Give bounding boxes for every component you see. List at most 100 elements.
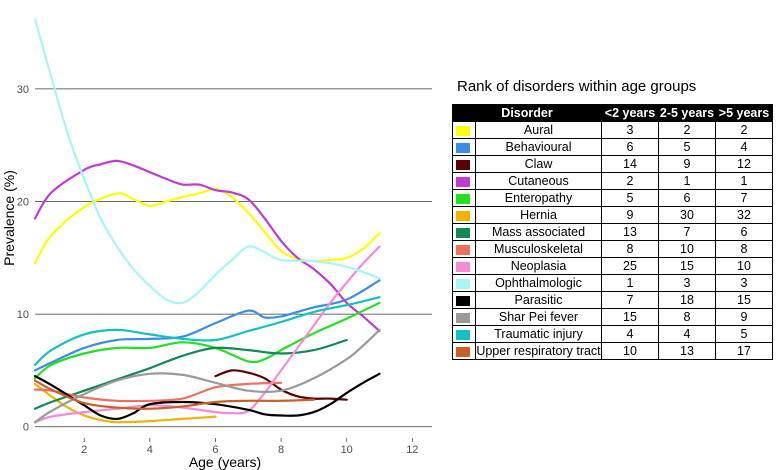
rank-2-5: 8 — [658, 308, 716, 326]
legend-swatch-cell — [452, 138, 476, 156]
series-line-ophthalmologic — [33, 17, 381, 305]
legend-swatch — [456, 312, 470, 323]
prevalence-chart: 0 10 20 30 2 4 6 8 10 12 Prevalence (%) Age (yea… — [1, 17, 432, 470]
series-line-neoplasia — [33, 245, 381, 424]
series-line-aural — [33, 187, 381, 265]
legend-swatch-cell — [452, 274, 476, 292]
legend-swatch — [456, 176, 470, 187]
rank-under-2: 15 — [601, 308, 659, 326]
rank-row: Parasitic 7 18 15 — [452, 291, 773, 309]
legend-swatch-cell — [452, 172, 476, 190]
rank-over-5: 1 — [715, 172, 773, 190]
rank-over-5: 4 — [715, 138, 773, 156]
rank-under-2: 6 — [601, 138, 659, 156]
rank-over-5: 6 — [715, 223, 773, 241]
rank-row: Aural 3 2 2 — [452, 121, 773, 139]
y-tick-label: 20 — [17, 196, 29, 208]
disorder-name: Neoplasia — [475, 257, 602, 275]
disorder-name: Hernia — [475, 206, 602, 224]
rank-2-5: 15 — [658, 257, 716, 275]
disorder-name: Upper respiratory tract — [475, 342, 602, 360]
disorder-name: Aural — [475, 121, 602, 139]
rank-2-5: 7 — [658, 223, 716, 241]
rank-2-5: 3 — [658, 274, 716, 292]
rank-row: Enteropathy 5 6 7 — [452, 189, 773, 207]
rank-under-2: 10 — [601, 342, 659, 360]
legend-swatch — [456, 227, 470, 238]
x-tick-label: 4 — [147, 444, 153, 456]
rank-under-2: 4 — [601, 325, 659, 343]
y-tick-label: 0 — [23, 422, 29, 434]
series-line-traumatic-injury — [33, 296, 381, 366]
legend-swatch — [456, 193, 470, 204]
rank-under-2: 13 — [601, 223, 659, 241]
rank-row: Traumatic injury 4 4 5 — [452, 325, 773, 343]
header-2-5: 2-5 years — [658, 104, 716, 122]
rank-over-5: 7 — [715, 189, 773, 207]
rank-over-5: 12 — [715, 155, 773, 173]
x-axis-title: Age (years) — [189, 454, 261, 470]
rank-over-5: 10 — [715, 257, 773, 275]
series-line-parasitic — [33, 372, 381, 421]
rank-2-5: 9 — [658, 155, 716, 173]
rank-under-2: 14 — [601, 155, 659, 173]
rank-2-5: 5 — [658, 138, 716, 156]
rank-table-title: Rank of disorders within age groups — [457, 78, 697, 95]
rank-row: Musculoskeletal 8 10 8 — [452, 240, 773, 258]
y-axis-title: Prevalence (%) — [1, 170, 17, 266]
y-tick-label: 10 — [17, 309, 29, 321]
disorder-name: Claw — [475, 155, 602, 173]
legend-swatch — [456, 278, 470, 289]
legend-swatch-cell — [452, 240, 476, 258]
series-lines — [33, 17, 381, 424]
disorder-name: Traumatic injury — [475, 325, 602, 343]
rank-row: Ophthalmologic 1 3 3 — [452, 274, 773, 292]
rank-2-5: 13 — [658, 342, 716, 360]
rank-over-5: 8 — [715, 240, 773, 258]
x-tick-label: 2 — [81, 444, 87, 456]
x-tick-label: 8 — [278, 444, 284, 456]
rank-2-5: 6 — [658, 189, 716, 207]
x-axis: 2 4 6 8 10 12 — [81, 438, 418, 456]
disorder-name: Behavioural — [475, 138, 602, 156]
rank-under-2: 2 — [601, 172, 659, 190]
legend-swatch — [456, 244, 470, 255]
disorder-name: Cutaneous — [475, 172, 602, 190]
rank-table: Disorder <2 years 2-5 years >5 years Aur… — [452, 104, 773, 360]
rank-under-2: 9 — [601, 206, 659, 224]
series-line-behavioural — [33, 279, 381, 372]
rank-over-5: 17 — [715, 342, 773, 360]
legend-swatch — [456, 125, 470, 136]
grid-lines — [35, 88, 432, 428]
rank-2-5: 1 — [658, 172, 716, 190]
legend-swatch — [456, 142, 470, 153]
legend-swatch — [456, 261, 470, 272]
rank-over-5: 5 — [715, 325, 773, 343]
rank-row: Upper respiratory tract 10 13 17 — [452, 342, 773, 360]
rank-2-5: 18 — [658, 291, 716, 309]
series-line-cutaneous — [33, 159, 381, 333]
x-tick-label: 10 — [341, 444, 353, 456]
disorder-name: Mass associated — [475, 223, 602, 241]
rank-2-5: 30 — [658, 206, 716, 224]
legend-swatch — [456, 346, 470, 357]
rank-row: Shar Pei fever 15 8 9 — [452, 308, 773, 326]
rank-under-2: 1 — [601, 274, 659, 292]
x-tick-label: 12 — [406, 444, 418, 456]
header-under-2: <2 years — [601, 104, 659, 122]
rank-over-5: 3 — [715, 274, 773, 292]
disorder-name: Musculoskeletal — [475, 240, 602, 258]
legend-swatch-cell — [452, 342, 476, 360]
rank-row: Behavioural 6 5 4 — [452, 138, 773, 156]
rank-row: Hernia 9 30 32 — [452, 206, 773, 224]
rank-2-5: 10 — [658, 240, 716, 258]
legend-swatch-cell — [452, 325, 476, 343]
rank-row: Mass associated 13 7 6 — [452, 223, 773, 241]
legend-swatch — [456, 159, 470, 170]
disorder-name: Shar Pei fever — [475, 308, 602, 326]
rank-table-body: Aural 3 2 2 Behavioural 6 5 4 Claw 14 9 12 Cutaneous… — [452, 121, 773, 360]
rank-under-2: 25 — [601, 257, 659, 275]
disorder-name: Enteropathy — [475, 189, 602, 207]
rank-row: Cutaneous 2 1 1 — [452, 172, 773, 190]
rank-over-5: 15 — [715, 291, 773, 309]
